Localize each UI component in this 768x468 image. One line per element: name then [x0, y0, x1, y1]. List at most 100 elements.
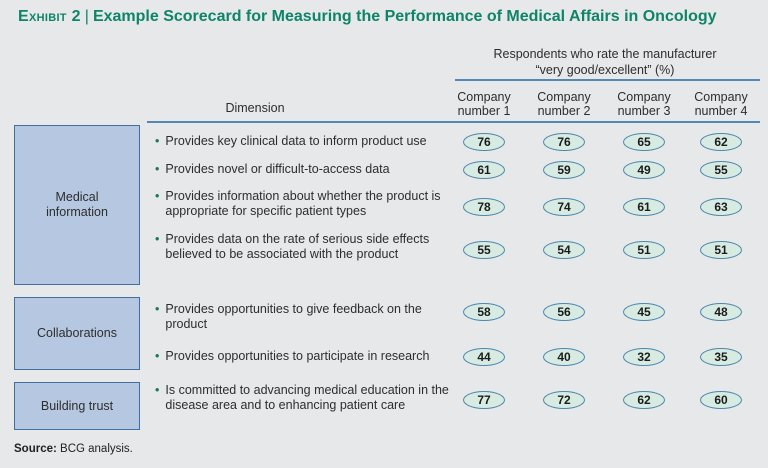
score-value: 60 [714, 393, 728, 407]
score-value: 56 [557, 305, 571, 319]
score-value: 54 [557, 243, 571, 257]
category-box-building-trust: Building trust [14, 382, 140, 430]
dimension-row: Provides opportunities to give feedback … [155, 302, 455, 331]
dimension-text: Provides information about whether the p… [165, 189, 441, 218]
dimension-text: Provides opportunities to give feedback … [165, 302, 422, 331]
score-oval: 61 [463, 161, 505, 179]
score-oval: 54 [543, 241, 585, 259]
score-oval: 35 [700, 348, 742, 366]
score-value: 77 [477, 393, 491, 407]
column-header-company-1: Company number 1 [457, 90, 511, 118]
score-oval: 45 [623, 303, 665, 321]
header-underline [147, 121, 760, 123]
bullet-icon [155, 134, 159, 149]
score-oval: 51 [623, 241, 665, 259]
respondents-header-line2: “very good/excellent” (%) [535, 63, 675, 77]
score-value: 44 [477, 350, 491, 364]
score-oval: 77 [463, 391, 505, 409]
score-value: 76 [477, 135, 491, 149]
score-value: 63 [714, 200, 728, 214]
score-value: 55 [477, 243, 491, 257]
score-value: 62 [637, 393, 651, 407]
score-oval: 51 [700, 241, 742, 259]
bullet-icon [155, 162, 159, 177]
column-header-company-3: Company number 3 [617, 90, 671, 118]
dimension-row: Provides information about whether the p… [155, 189, 455, 218]
score-oval: 61 [623, 198, 665, 216]
score-oval: 58 [463, 303, 505, 321]
respondents-header-line1: Respondents who rate the manufacturer [493, 47, 717, 61]
score-oval: 49 [623, 161, 665, 179]
exhibit-number-label: Exhibit 2 [18, 8, 81, 25]
score-value: 35 [714, 350, 728, 364]
score-oval: 63 [700, 198, 742, 216]
dimension-row: Provides data on the rate of serious sid… [155, 232, 455, 261]
score-value: 76 [557, 135, 571, 149]
respondents-header: Respondents who rate the manufacturer “v… [445, 46, 765, 78]
category-box-medical-information: Medical information [14, 125, 140, 285]
score-value: 65 [637, 135, 651, 149]
source-text: BCG analysis. [56, 443, 133, 455]
dimension-text: Provides key clinical data to inform pro… [165, 134, 427, 148]
score-oval: 55 [700, 161, 742, 179]
column-header-company-2: Company number 2 [537, 90, 591, 118]
bullet-icon [155, 232, 159, 261]
source-label: Source: [14, 443, 57, 455]
score-oval: 32 [623, 348, 665, 366]
dimension-text: Provides data on the rate of serious sid… [165, 232, 430, 261]
source-note: Source: BCG analysis. [14, 443, 133, 455]
title-separator: | [84, 8, 89, 25]
score-value: 58 [477, 305, 491, 319]
category-label: Collaborations [37, 326, 117, 340]
category-label: Building trust [40, 398, 114, 413]
dimension-row: Is committed to advancing medical educat… [155, 383, 455, 412]
score-oval: 76 [463, 133, 505, 151]
dimension-text: Is committed to advancing medical educat… [165, 383, 449, 412]
score-oval: 60 [700, 391, 742, 409]
dimension-text: Provides opportunities to participate in… [165, 349, 430, 363]
score-value: 55 [714, 163, 728, 177]
score-oval: 44 [463, 348, 505, 366]
score-value: 62 [714, 135, 728, 149]
score-value: 59 [557, 163, 571, 177]
score-value: 48 [714, 305, 728, 319]
score-value: 51 [637, 243, 651, 257]
score-value: 78 [477, 200, 491, 214]
score-oval: 62 [700, 133, 742, 151]
category-label: Medical information [46, 190, 108, 219]
score-oval: 76 [543, 133, 585, 151]
score-value: 32 [637, 350, 651, 364]
respondents-underline [455, 79, 760, 81]
score-oval: 74 [543, 198, 585, 216]
score-oval: 78 [463, 198, 505, 216]
score-oval: 72 [543, 391, 585, 409]
exhibit-title-text: Example Scorecard for Measuring the Perf… [92, 8, 717, 25]
dimension-text: Provides novel or difficult-to-access da… [165, 162, 390, 176]
column-header-company-4: Company number 4 [694, 90, 748, 118]
bullet-icon [155, 189, 159, 218]
exhibit-title: Exhibit 2 | Example Scorecard for Measurin… [18, 8, 717, 26]
dimension-row: Provides key clinical data to inform pro… [155, 134, 455, 149]
score-oval: 40 [543, 348, 585, 366]
score-value: 72 [557, 393, 571, 407]
score-oval: 55 [463, 241, 505, 259]
dimension-row: Provides opportunities to participate in… [155, 349, 455, 364]
score-value: 45 [637, 305, 651, 319]
score-oval: 62 [623, 391, 665, 409]
bullet-icon [155, 383, 159, 412]
bullet-icon [155, 302, 159, 331]
dimension-column-header: Dimension [225, 101, 285, 115]
score-oval: 56 [543, 303, 585, 321]
score-value: 74 [557, 200, 571, 214]
bullet-icon [155, 349, 159, 364]
score-value: 40 [557, 350, 571, 364]
score-value: 51 [714, 243, 728, 257]
score-value: 61 [477, 163, 491, 177]
score-oval: 48 [700, 303, 742, 321]
score-oval: 59 [543, 161, 585, 179]
category-box-collaborations: Collaborations [14, 297, 140, 370]
dimension-row: Provides novel or difficult-to-access da… [155, 162, 455, 177]
score-oval: 65 [623, 133, 665, 151]
score-value: 61 [637, 200, 651, 214]
